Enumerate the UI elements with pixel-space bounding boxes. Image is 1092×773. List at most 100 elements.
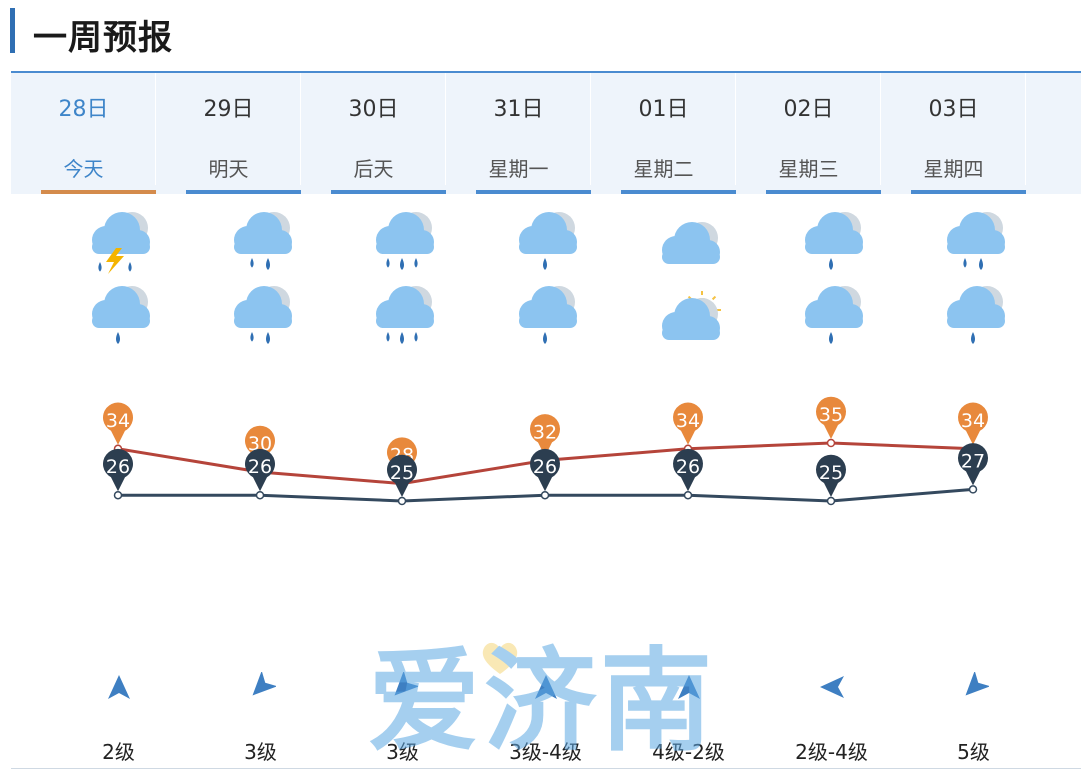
data-point [397,496,407,506]
column-separator [1025,73,1026,185]
wind-level-label: 2级 [102,740,135,764]
weather-day-heavy-rain-icon [376,212,434,270]
temp-marker [530,448,561,492]
forecast-day-tabs: 28日 今天 29日 明天 30日 后天 31日 星期一 01日 星期二 02日 星期三 03日 星期四 [11,71,1081,194]
heart-icon [482,642,518,674]
weather-day-moderate-rain-icon [947,212,1005,270]
wind-direction-icon [534,675,557,699]
day-label: 明天 [208,157,249,181]
temp-marker [387,454,417,497]
day-label: 后天 [353,157,394,181]
wind-cell: 5级 [901,660,1046,773]
day-label: 今天 [63,157,104,181]
column-separator [880,73,881,185]
wind-cell: 2级 [46,660,191,773]
temp-label: 34 [106,410,130,432]
day-underline [766,190,881,194]
day-label: 星期一 [488,157,549,181]
temp-marker [958,443,988,486]
day-date: 31日 [493,97,544,122]
temp-label: 35 [819,404,843,426]
day-tab-0[interactable]: 28日今天 [11,73,156,194]
temp-label: 34 [961,410,985,432]
section-title-bar: 一周预报 [0,0,1092,66]
day-underline [186,190,301,194]
temp-marker [103,448,134,492]
day-label: 星期四 [923,157,984,181]
day-date: 01日 [638,97,689,122]
wind-direction-icon [252,672,276,696]
temp-label: 27 [961,450,985,472]
weather-day-thunderstorm-icon [92,212,150,274]
weather-night-light-rain-icon [805,286,863,344]
weather-day-cloudy-icon [662,222,720,264]
page-title: 一周预报 [33,18,173,58]
day-tab-4[interactable]: 01日星期二 [591,73,736,194]
temperature-chart: 3430283234353426262526262527 [92,212,1005,506]
day-underline [331,190,446,194]
wind-row: 2级 3级 3级 3级-4级 4级-2级 2级-4级 5级 [0,660,1092,773]
temp-label: 25 [390,462,414,484]
day-tab-6[interactable]: 03日星期四 [881,73,1026,194]
temp-label: 26 [106,456,130,478]
wind-level-label: 3级 [386,740,419,764]
column-separator [735,73,736,185]
temp-marker [245,425,275,468]
today-underline [41,190,156,194]
title-accent-bar [10,8,15,53]
temp-marker [816,396,846,439]
weather-night-heavy-rain-icon [376,286,434,344]
wind-direction-icon [965,672,989,696]
day-underline [476,190,591,194]
wind-level-label: 3级-4级 [509,740,582,764]
weather-night-light-rain-icon [92,286,150,344]
temp-label: 30 [248,433,272,455]
temp-marker [245,448,275,492]
wind-level-label: 4级-2级 [652,740,725,764]
day-tab-2[interactable]: 30日后天 [301,73,446,194]
temp-marker [958,402,988,445]
day-label: 星期二 [633,157,694,181]
day-date: 28日 [58,97,109,122]
wind-level-label: 3级 [244,740,277,764]
wind-cell: 3级-4级 [473,660,618,773]
wind-direction-icon [677,675,700,699]
data-point [826,438,836,448]
data-point [255,490,265,500]
column-separator [590,73,591,185]
wind-cell: 3级 [188,660,333,773]
temp-marker [673,448,704,492]
data-point [683,490,693,500]
day-tab-5[interactable]: 02日星期三 [736,73,881,194]
day-date: 29日 [203,97,254,122]
temp-label: 26 [676,456,700,478]
watermark-text: 爱济南 [368,637,716,767]
temp-marker [530,414,560,457]
temp-label: 26 [533,456,557,478]
weather-night-partly-cloudy-icon [662,291,721,340]
day-label: 星期三 [778,157,839,181]
day-date: 02日 [783,97,834,122]
wind-level-label: 2级-4级 [795,740,868,764]
wind-cell: 2级-4级 [759,660,904,773]
bottom-divider [11,768,1081,769]
day-underline [621,190,736,194]
column-separator [445,73,446,185]
column-separator [155,73,156,185]
day-tab-3[interactable]: 31日星期一 [446,73,591,194]
temp-marker [816,454,847,497]
temp-label: 26 [248,456,272,478]
weather-day-light-rain-icon [519,212,577,270]
day-date: 03日 [928,97,979,122]
day-tab-1[interactable]: 29日明天 [156,73,301,194]
day-date: 30日 [348,97,399,122]
day-underline [911,190,1026,194]
watermark-logo: 爱济南 [368,640,718,768]
data-point [540,490,550,500]
data-point [968,485,978,494]
wind-direction-icon [394,672,418,696]
weather-day-light-rain-icon [805,212,863,270]
wind-direction-icon [819,676,844,698]
weather-night-light-rain-icon [947,286,1005,344]
column-separator [300,73,301,185]
